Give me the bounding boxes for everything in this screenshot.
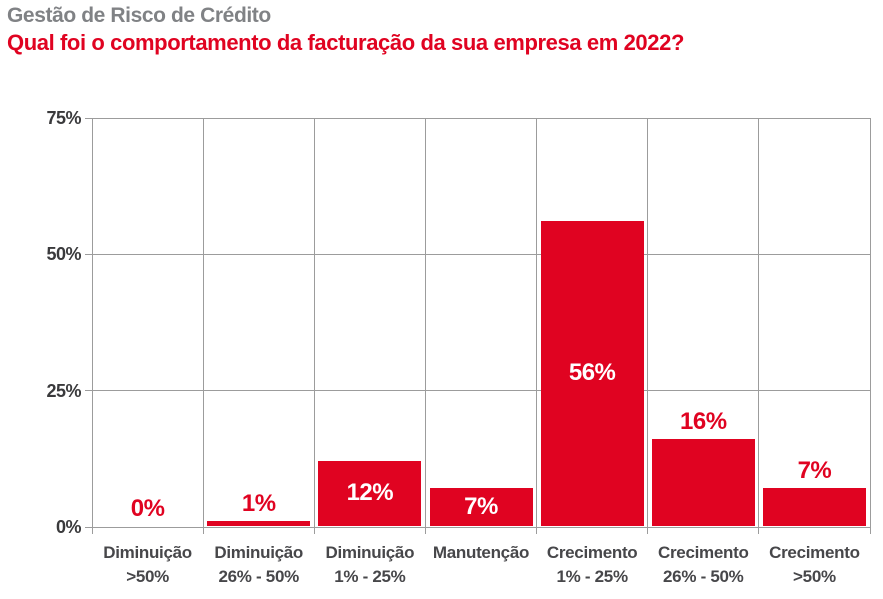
category-line-1: Crecimento — [769, 543, 860, 562]
bar-value-label: 7% — [797, 456, 832, 484]
category-line-1: Diminuição — [214, 543, 304, 562]
x-tick-label: Diminuição 26% - 50% — [203, 541, 314, 589]
plot-area: 0% 1% 12% 7% 56% 16% 7% — [85, 117, 871, 534]
x-gridline — [869, 118, 871, 534]
x-tick-label: Manutenção — [425, 541, 536, 565]
x-gridline — [91, 118, 93, 534]
category-line-2: >50% — [793, 567, 836, 586]
bar-value-label: 0% — [130, 495, 165, 522]
category-line-2: 26% - 50% — [663, 567, 744, 586]
x-tick-label: Diminuição 1% - 25% — [314, 541, 425, 589]
bar-value-label: 1% — [241, 489, 276, 517]
bar-value-label: 7% — [464, 492, 498, 520]
category-line-1: Crecimento — [546, 543, 638, 562]
bar-diminui-o-26-50- — [207, 520, 311, 526]
chart-question: Qual foi o comportamento da facturação d… — [7, 30, 684, 55]
x-gridline — [424, 118, 426, 534]
x-tick-label: Diminuição >50% — [92, 541, 203, 589]
bar-crecimento-50- — [762, 487, 866, 526]
y-tick-label: 25% — [46, 380, 81, 401]
category-line-1: Manutenção — [432, 543, 530, 562]
y-gridline — [85, 117, 870, 119]
x-tick-label: Crecimento >50% — [759, 541, 870, 589]
category-line-2: 26% - 50% — [218, 567, 299, 586]
x-gridline — [536, 118, 538, 534]
y-tick-label: 75% — [46, 108, 81, 128]
x-gridline — [758, 118, 760, 534]
chart-title: Gestão de Risco de Crédito — [7, 4, 271, 27]
x-tick-label: Crecimento 26% - 50% — [648, 541, 759, 589]
category-line-1: Diminuição — [103, 543, 192, 562]
x-gridline — [647, 118, 649, 534]
y-gridline — [85, 253, 870, 255]
category-line-2: 1% - 25% — [334, 567, 406, 586]
category-line-2: 1% - 25% — [556, 567, 628, 586]
y-gridline — [85, 526, 870, 528]
category-line-2: >50% — [126, 567, 169, 586]
bar-manuten-o: 7% — [429, 487, 533, 526]
category-line-1: Diminuição — [325, 543, 415, 562]
x-gridline — [202, 118, 204, 534]
y-tick-label: 50% — [46, 244, 81, 265]
bar-diminui-o-1-25-: 12% — [318, 460, 422, 526]
bar-crecimento-1-25-: 56% — [540, 220, 644, 526]
bar-value-label: 56% — [568, 359, 616, 387]
y-gridline — [85, 390, 870, 392]
category-line-1: Crecimento — [658, 543, 749, 562]
bar-crecimento-26-50- — [651, 438, 755, 526]
x-gridline — [313, 118, 315, 534]
bar-value-label: 16% — [680, 407, 727, 435]
y-tick-label: 0% — [55, 517, 82, 537]
x-tick-label: Crecimento 1% - 25% — [537, 541, 648, 589]
bar-value-label: 12% — [346, 479, 394, 507]
